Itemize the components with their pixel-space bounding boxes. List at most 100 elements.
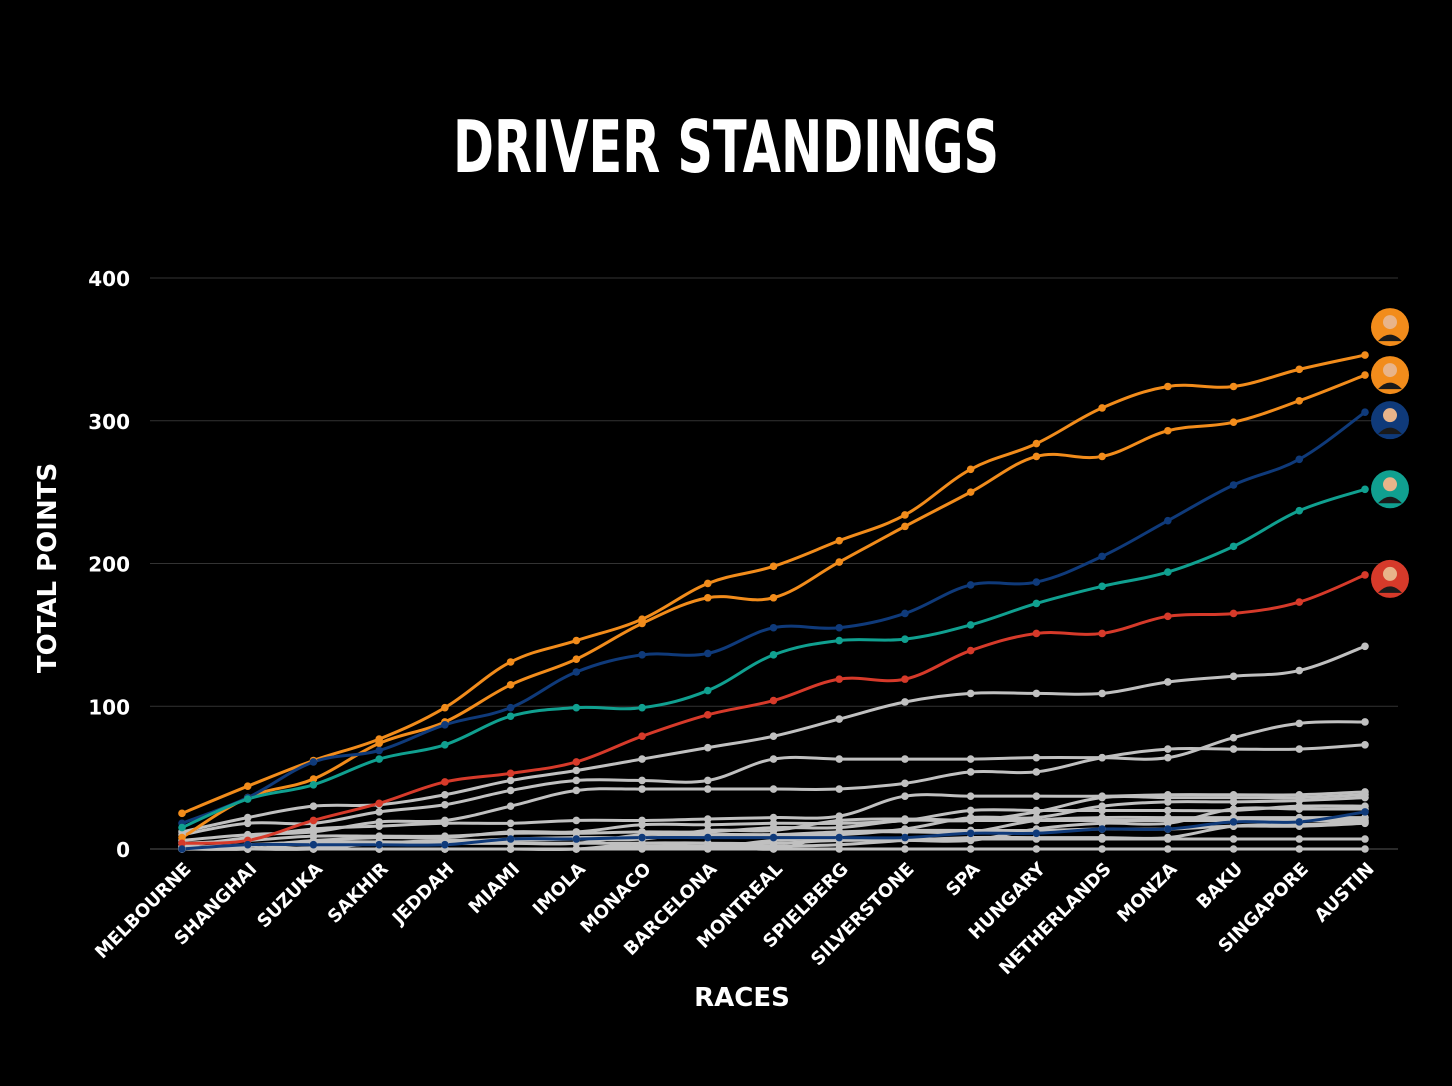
data-point bbox=[1098, 793, 1106, 802]
data-point bbox=[1361, 819, 1369, 828]
data-point bbox=[375, 822, 383, 830]
data-point bbox=[572, 816, 581, 825]
data-point bbox=[769, 623, 778, 632]
y-tick-label: 100 bbox=[88, 695, 130, 719]
data-point bbox=[966, 806, 975, 815]
data-point bbox=[901, 511, 909, 519]
y-tick-label: 200 bbox=[88, 553, 130, 577]
data-point bbox=[1032, 629, 1041, 638]
data-point bbox=[835, 715, 844, 723]
data-point bbox=[1164, 612, 1172, 621]
x-axis-label: RACES bbox=[694, 983, 790, 1013]
data-point bbox=[572, 758, 581, 766]
data-point bbox=[1032, 808, 1041, 816]
y-tick-label: 0 bbox=[116, 838, 130, 862]
data-point bbox=[1164, 813, 1172, 822]
data-point bbox=[1361, 790, 1369, 799]
data-point bbox=[638, 651, 646, 659]
data-point bbox=[178, 839, 186, 848]
data-point bbox=[572, 845, 581, 853]
data-point bbox=[572, 703, 581, 712]
data-point bbox=[375, 746, 383, 755]
driver-avatar-orange-1-icon bbox=[1371, 308, 1409, 347]
driver-avatar-teal-icon bbox=[1371, 470, 1409, 509]
data-point bbox=[1229, 793, 1238, 802]
data-point bbox=[178, 845, 186, 853]
data-point bbox=[1361, 408, 1369, 416]
data-point bbox=[703, 776, 712, 785]
data-point bbox=[375, 755, 383, 763]
data-point bbox=[1295, 666, 1304, 675]
data-point bbox=[572, 766, 581, 775]
data-point bbox=[1295, 845, 1304, 853]
data-point bbox=[506, 802, 515, 810]
data-point bbox=[1229, 805, 1238, 813]
data-point bbox=[243, 795, 252, 803]
data-point bbox=[1032, 845, 1041, 853]
data-point bbox=[243, 782, 252, 790]
data-point bbox=[1098, 835, 1106, 843]
data-point bbox=[506, 769, 515, 778]
data-point bbox=[441, 790, 449, 799]
data-point bbox=[1295, 793, 1304, 802]
data-point bbox=[638, 845, 646, 853]
data-point bbox=[178, 833, 186, 842]
data-point bbox=[1229, 481, 1238, 489]
data-point bbox=[1164, 382, 1172, 391]
data-point bbox=[309, 816, 318, 825]
data-point bbox=[1295, 818, 1304, 826]
data-point bbox=[703, 686, 712, 695]
data-point bbox=[1032, 753, 1041, 762]
data-point bbox=[1229, 745, 1238, 753]
data-point bbox=[309, 825, 318, 833]
data-point bbox=[506, 712, 515, 721]
data-point bbox=[638, 833, 646, 842]
data-point bbox=[375, 808, 383, 816]
data-point bbox=[1032, 439, 1041, 448]
data-point bbox=[703, 649, 712, 658]
data-point bbox=[1229, 542, 1238, 551]
y-tick-label: 300 bbox=[88, 410, 130, 434]
data-point bbox=[1361, 740, 1369, 749]
data-point bbox=[1098, 819, 1106, 828]
data-point bbox=[901, 522, 909, 531]
data-point bbox=[1295, 506, 1304, 515]
data-point bbox=[1361, 371, 1369, 379]
data-point bbox=[1361, 485, 1369, 494]
data-point bbox=[835, 845, 844, 853]
data-point bbox=[309, 840, 318, 849]
data-point bbox=[506, 681, 515, 689]
driver-avatars bbox=[1371, 308, 1409, 598]
data-point bbox=[243, 819, 252, 828]
data-point bbox=[703, 579, 712, 588]
data-point bbox=[1164, 835, 1172, 843]
data-point bbox=[901, 675, 909, 683]
data-point bbox=[441, 703, 449, 712]
data-point bbox=[966, 621, 975, 629]
data-point bbox=[1098, 753, 1106, 762]
data-point bbox=[966, 829, 975, 838]
data-point bbox=[966, 689, 975, 698]
data-point bbox=[375, 799, 383, 808]
data-point bbox=[769, 813, 778, 822]
data-point bbox=[441, 740, 449, 749]
data-point bbox=[506, 776, 515, 785]
data-point bbox=[1361, 808, 1369, 816]
data-point bbox=[375, 832, 383, 840]
data-point bbox=[1295, 805, 1304, 813]
data-point bbox=[703, 711, 712, 719]
data-point bbox=[901, 609, 909, 618]
data-point bbox=[1032, 599, 1041, 608]
data-point bbox=[835, 536, 844, 545]
data-point bbox=[966, 845, 975, 853]
data-point bbox=[1032, 768, 1041, 776]
data-point bbox=[901, 792, 909, 800]
data-point bbox=[1032, 452, 1041, 461]
data-point bbox=[506, 829, 515, 838]
data-point bbox=[441, 778, 449, 786]
y-axis-label: TOTAL POINTS bbox=[33, 463, 63, 673]
data-point bbox=[703, 785, 712, 793]
data-point bbox=[1032, 816, 1041, 825]
data-point bbox=[966, 581, 975, 589]
